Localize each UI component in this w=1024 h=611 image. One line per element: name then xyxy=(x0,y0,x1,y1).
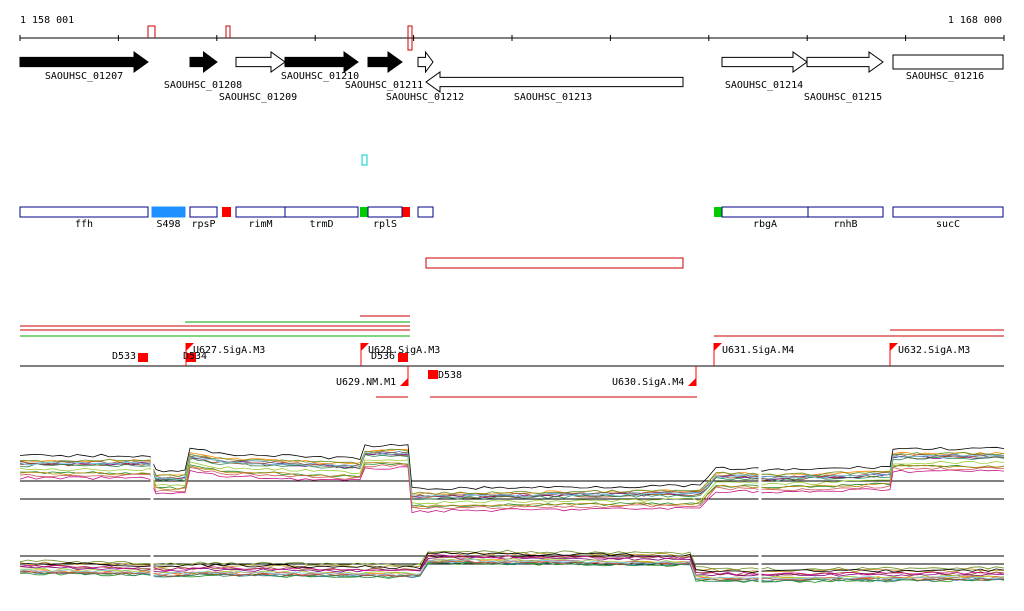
gene-arrow xyxy=(19,51,149,73)
gene-arrow xyxy=(189,51,218,73)
feature-label: rimM xyxy=(248,219,272,230)
expression-profile xyxy=(19,559,1005,580)
expression-profile xyxy=(19,451,1005,498)
expression-profile xyxy=(19,554,1005,576)
ruler-end: 1 168 000 xyxy=(948,15,1002,26)
feature-box xyxy=(151,206,186,218)
expression-profile xyxy=(19,549,1005,571)
feature-box xyxy=(714,207,722,217)
region-box xyxy=(425,257,684,269)
feature-box xyxy=(721,206,809,218)
tss-label: U629.NM.M1 xyxy=(336,377,396,388)
gene-label: SAOUHSC_01213 xyxy=(514,92,592,103)
feature-box xyxy=(367,206,403,218)
gene-arrow xyxy=(367,51,403,73)
feature-box xyxy=(189,206,218,218)
ruler-markers xyxy=(147,25,413,51)
tss-flag xyxy=(714,343,722,351)
feature-label: rnhB xyxy=(833,219,857,230)
expression-profile xyxy=(19,461,1005,508)
expression-profile xyxy=(19,443,1005,490)
feature-box xyxy=(360,207,368,217)
expression-profile xyxy=(19,454,1005,500)
tss-flag xyxy=(186,343,194,351)
tss-label: U630.SigA.M4 xyxy=(612,377,684,388)
gene-arrow xyxy=(417,50,434,74)
expression-profile xyxy=(19,561,1005,583)
expression-profile xyxy=(19,448,1005,495)
gene-label: SAOUHSC_01215 xyxy=(804,92,882,103)
expression-profile xyxy=(19,451,1005,498)
feature-label: rbgA xyxy=(753,219,777,230)
feature-label: sucC xyxy=(936,219,960,230)
tss-flag xyxy=(890,343,898,351)
tss-mark xyxy=(428,370,438,379)
gene-arrow xyxy=(892,54,1004,70)
expression-profile xyxy=(19,551,1005,573)
ruler-start: 1 158 001 xyxy=(20,15,74,26)
tss-label: D536 xyxy=(371,351,395,362)
feature-box xyxy=(807,206,884,218)
feature-label: rpsP xyxy=(191,219,215,230)
marker xyxy=(361,154,368,166)
feature-box xyxy=(284,206,359,218)
feature-label: trmD xyxy=(309,219,333,230)
gene-arrow xyxy=(721,51,808,73)
gene-label: SAOUHSC_01211 xyxy=(345,80,423,91)
feature-box xyxy=(417,206,434,218)
tss-label: D533 xyxy=(112,351,136,362)
tss-mark xyxy=(138,353,148,362)
gene-label: SAOUHSC_01214 xyxy=(725,80,803,91)
tss-label: D534 xyxy=(183,351,207,362)
gene-label: SAOUHSC_01209 xyxy=(219,92,297,103)
expression-profile xyxy=(19,459,1005,505)
feature-box xyxy=(19,206,149,218)
tss-label: U627.SigA.M3 xyxy=(193,345,265,356)
tss-label: D538 xyxy=(438,370,462,381)
feature-box xyxy=(402,207,410,217)
gene-label: SAOUHSC_01212 xyxy=(386,92,464,103)
gene-label: SAOUHSC_01208 xyxy=(164,80,242,91)
tss-label: U632.SigA.M3 xyxy=(898,345,970,356)
coverage-lines xyxy=(20,315,1004,337)
expression-profile xyxy=(19,561,1005,583)
tss-flag xyxy=(688,378,696,386)
gene-arrow xyxy=(425,71,684,93)
gene-label: SAOUHSC_01210 xyxy=(281,71,359,82)
feature-label: ffh xyxy=(75,219,93,230)
tss-mark xyxy=(186,353,196,362)
gene-label: SAOUHSC_01216 xyxy=(906,71,984,82)
tss-mark xyxy=(398,353,408,362)
tss-flag xyxy=(400,378,408,386)
gene-arrow xyxy=(806,51,884,73)
gene-arrow xyxy=(284,51,359,73)
expression-profile xyxy=(19,448,1005,495)
tss-label: U628.SigA.M3 xyxy=(368,345,440,356)
tss-flag xyxy=(361,343,369,351)
expression-profile xyxy=(19,464,1005,510)
feature-box xyxy=(222,207,231,217)
expression-profile xyxy=(19,451,1005,498)
feature-label: rplS xyxy=(373,219,397,230)
feature-box xyxy=(892,206,1004,218)
gene-label: SAOUHSC_01207 xyxy=(45,71,123,82)
feature-label: S498 xyxy=(156,219,180,230)
gene-arrow xyxy=(235,51,286,73)
expression-profile xyxy=(19,555,1005,577)
feature-box xyxy=(235,206,286,218)
tss-label: U631.SigA.M4 xyxy=(722,345,794,356)
